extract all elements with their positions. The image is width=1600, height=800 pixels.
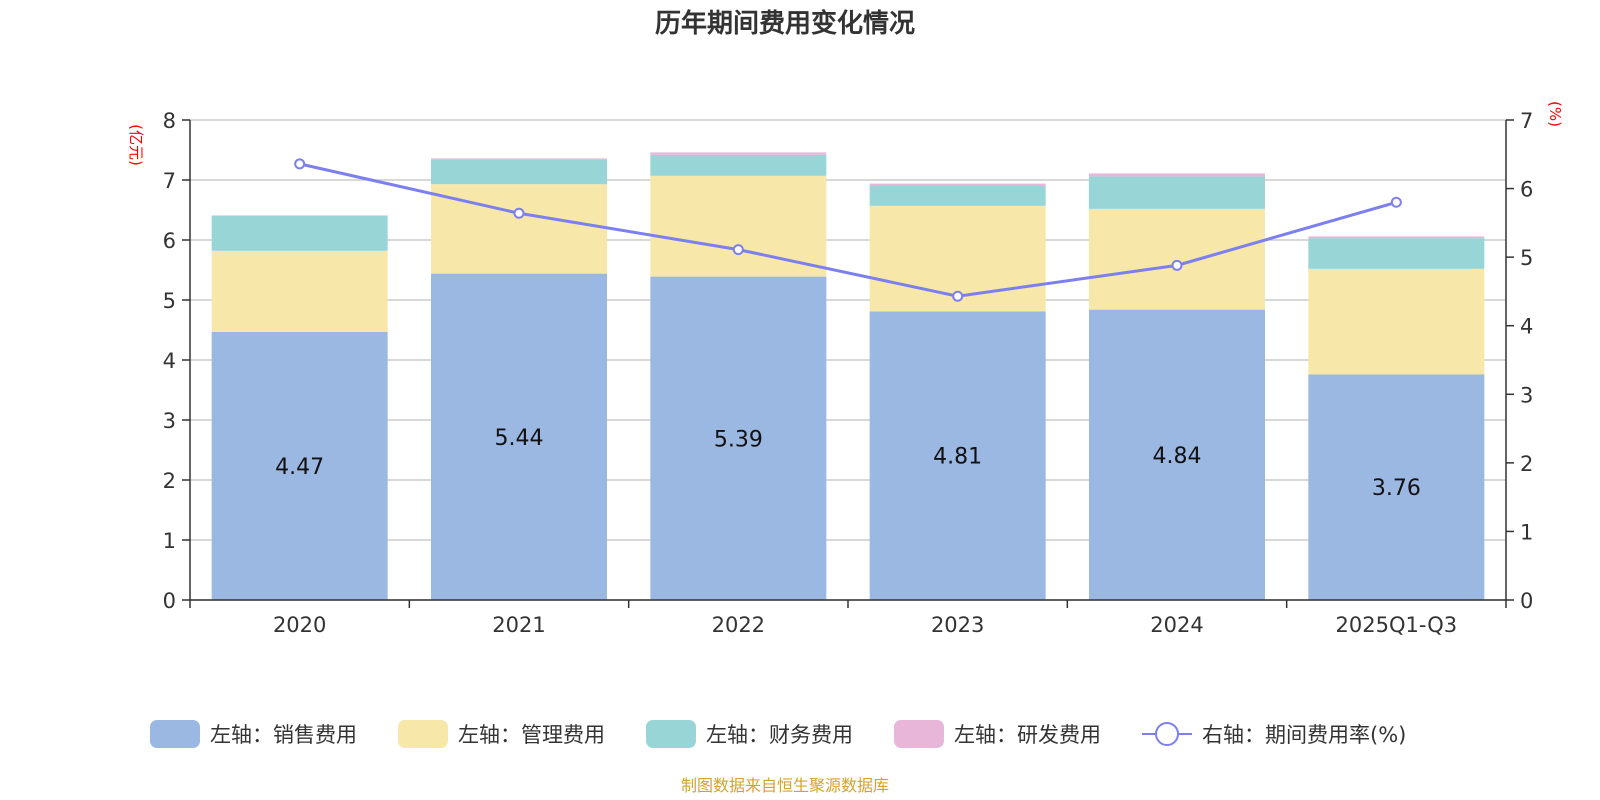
bar-segment (1308, 374, 1485, 600)
bar-data-label: 4.81 (933, 445, 982, 470)
bar-segment (650, 154, 827, 176)
source-note: 制图数据来自恒生聚源数据库 (681, 776, 889, 795)
x-tick-label: 2023 (931, 613, 984, 637)
right-tick-label: 5 (1520, 246, 1533, 270)
rate-point (1390, 196, 1402, 208)
rate-point (952, 290, 964, 302)
right-tick-label: 2 (1520, 452, 1533, 476)
legend-item[interactable]: 右轴：期间费用率(%) (1142, 722, 1406, 747)
bar-data-label: 3.76 (1372, 476, 1421, 501)
right-axis-unit: (%) (1546, 101, 1564, 127)
bar-series: 4.47 5.44 5.39 4.81 4.84 3.76 (211, 152, 1485, 600)
rate-point (732, 244, 744, 256)
bar-segment (650, 152, 827, 155)
legend-label: 左轴：销售费用 (210, 723, 357, 747)
rate-line (299, 162, 1397, 298)
bar-segment (1308, 268, 1485, 375)
right-tick-label: 3 (1520, 383, 1533, 407)
x-tick-label: 2025Q1-Q3 (1336, 613, 1458, 637)
bar-segment (211, 331, 388, 600)
legend-swatch (646, 720, 696, 748)
grid-lines (190, 119, 1506, 601)
right-tick-label: 4 (1520, 315, 1533, 339)
left-tick-label: 1 (163, 529, 176, 553)
bar-data-label: 4.47 (275, 455, 324, 480)
bar-segment (1089, 309, 1265, 600)
x-tick-label: 2022 (712, 613, 765, 637)
left-tick-label: 2 (163, 469, 176, 493)
legend-item[interactable]: 左轴：管理费用 (398, 720, 605, 748)
left-tick-label: 6 (163, 229, 176, 253)
right-tick-label: 0 (1520, 589, 1533, 613)
left-tick-label: 3 (163, 409, 176, 433)
legend-item[interactable]: 左轴：研发费用 (894, 720, 1101, 748)
bar-segment (650, 175, 827, 277)
right-tick-label: 6 (1520, 178, 1533, 202)
rate-point (513, 207, 525, 219)
bar-segment (211, 216, 388, 251)
left-tick-label: 5 (163, 289, 176, 313)
bar-segment (211, 250, 388, 332)
bar-segment (1089, 173, 1265, 177)
legend-label: 左轴：研发费用 (954, 723, 1101, 747)
left-tick-label: 7 (163, 169, 176, 193)
legend: 左轴：销售费用 左轴：管理费用 左轴：财务费用 左轴：研发费用 右轴：期间费用率(%) (150, 720, 1406, 748)
rate-point (1171, 259, 1183, 271)
chart-title: 历年期间费用变化情况 (655, 8, 915, 39)
left-tick-label: 0 (163, 589, 176, 613)
right-tick-label: 1 (1520, 520, 1533, 544)
bar-segment (869, 186, 1046, 206)
bar-segment (869, 311, 1046, 600)
legend-label: 左轴：财务费用 (706, 723, 853, 747)
x-tick-label: 2020 (273, 613, 326, 637)
bar-segment (1089, 208, 1265, 310)
legend-swatch-marker (1155, 722, 1179, 746)
right-tick-label: 7 (1520, 109, 1533, 133)
legend-item[interactable]: 左轴：财务费用 (646, 720, 853, 748)
bar-segment (431, 273, 607, 600)
bar-segment (1308, 238, 1485, 269)
bar-segment (211, 215, 388, 216)
legend-swatch (398, 720, 448, 748)
left-axis-unit: (亿元) (127, 124, 145, 166)
rate-point (294, 158, 306, 170)
bar-segment (431, 184, 607, 274)
legend-label: 右轴：期间费用率(%) (1202, 723, 1406, 747)
bar-data-label: 5.39 (714, 427, 763, 452)
left-tick-label: 8 (163, 109, 176, 133)
bar-segment (650, 276, 827, 600)
bar-segment (431, 159, 607, 185)
bar-data-label: 5.44 (495, 426, 544, 451)
line-series (294, 158, 1402, 302)
bar-data-label: 4.84 (1153, 444, 1202, 469)
axes: 0 1 2 3 4 5 6 7 8 0 1 2 3 4 5 6 7 2020 2021 2022 2023 2024 202… (163, 109, 1534, 637)
bar-segment (869, 183, 1046, 186)
x-tick-label: 2021 (492, 613, 545, 637)
legend-item[interactable]: 左轴：销售费用 (150, 720, 357, 748)
legend-swatch (150, 720, 200, 748)
legend-swatch (894, 720, 944, 748)
legend-label: 左轴：管理费用 (458, 723, 605, 747)
bar-segment (1089, 176, 1265, 209)
bar-segment (1308, 236, 1485, 239)
left-tick-label: 4 (163, 349, 176, 373)
x-tick-label: 2024 (1150, 613, 1203, 637)
bar-segment (431, 158, 607, 160)
